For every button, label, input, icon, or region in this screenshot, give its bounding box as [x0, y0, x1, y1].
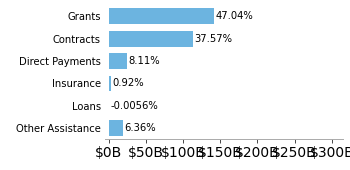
Text: 8.11%: 8.11%: [128, 56, 160, 66]
Bar: [109, 120, 123, 136]
Text: 47.04%: 47.04%: [215, 11, 253, 21]
Text: -0.0056%: -0.0056%: [110, 101, 158, 111]
Bar: [109, 31, 192, 47]
Text: 6.36%: 6.36%: [124, 123, 156, 133]
Bar: [109, 76, 111, 91]
Text: 37.57%: 37.57%: [194, 34, 232, 44]
Bar: [109, 8, 214, 24]
Text: 0.92%: 0.92%: [112, 78, 144, 88]
Bar: [109, 53, 127, 69]
